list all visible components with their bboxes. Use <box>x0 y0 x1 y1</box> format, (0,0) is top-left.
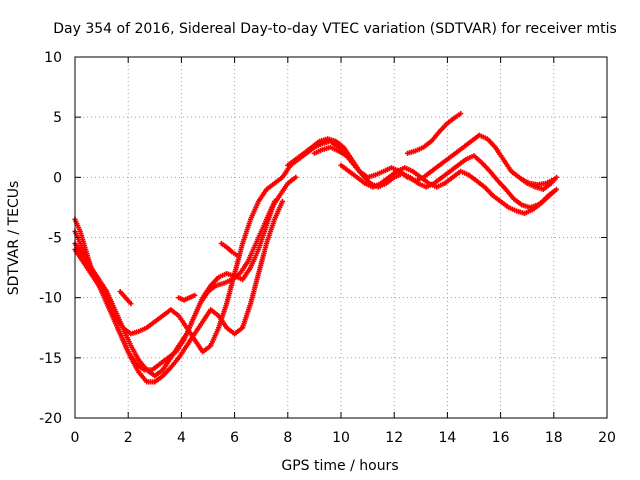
x-axis-label: GPS time / hours <box>281 458 398 474</box>
series-arc-9 <box>311 144 557 210</box>
data-point-markers <box>519 177 557 188</box>
series-arc-10 <box>338 162 560 216</box>
x-tick-label: 8 <box>283 430 292 446</box>
x-tick-label: 14 <box>438 430 456 446</box>
y-tick-label: 0 <box>53 170 62 186</box>
chart-title: Day 354 of 2016, Sidereal Day-to-day VTE… <box>53 21 617 37</box>
data-point-markers <box>176 292 198 303</box>
data-layer <box>72 111 560 385</box>
x-tick-label: 20 <box>598 430 616 446</box>
x-tick-label: 6 <box>230 430 239 446</box>
data-point-markers <box>117 289 134 307</box>
data-point-markers <box>72 198 286 385</box>
x-tick-label: 0 <box>71 430 80 446</box>
data-point-markers <box>218 240 240 259</box>
x-tick-label: 18 <box>545 430 563 446</box>
y-tick-label: -5 <box>48 231 62 247</box>
series-arc-11 <box>404 111 464 156</box>
y-tick-label: -20 <box>39 411 62 427</box>
ticks: 0 2 4 6 8 10 12 14 16 18 20 -20 -15 -10 -5 0 5 10 <box>39 50 616 446</box>
series-arc-5 <box>117 289 134 307</box>
y-tick-label: 5 <box>53 110 62 126</box>
y-tick-label: -15 <box>39 351 62 367</box>
series-arc-7 <box>218 240 240 259</box>
y-axis-label: SDTVAR / TECUs <box>6 181 22 296</box>
grid <box>75 57 607 418</box>
data-point-markers <box>404 111 464 156</box>
x-tick-label: 10 <box>332 430 350 446</box>
x-tick-label: 16 <box>492 430 510 446</box>
series-arc-12 <box>519 177 557 188</box>
data-point-markers <box>338 162 560 216</box>
x-tick-label: 4 <box>177 430 186 446</box>
y-tick-label: 10 <box>44 50 62 66</box>
series-arc-4 <box>72 198 286 385</box>
x-tick-label: 12 <box>385 430 403 446</box>
series-arc-6 <box>176 292 198 303</box>
data-point-markers <box>311 144 557 210</box>
series-arc-2 <box>72 174 299 373</box>
x-tick-label: 2 <box>124 430 133 446</box>
data-point-markers <box>72 174 299 373</box>
y-tick-label: -10 <box>39 291 62 307</box>
